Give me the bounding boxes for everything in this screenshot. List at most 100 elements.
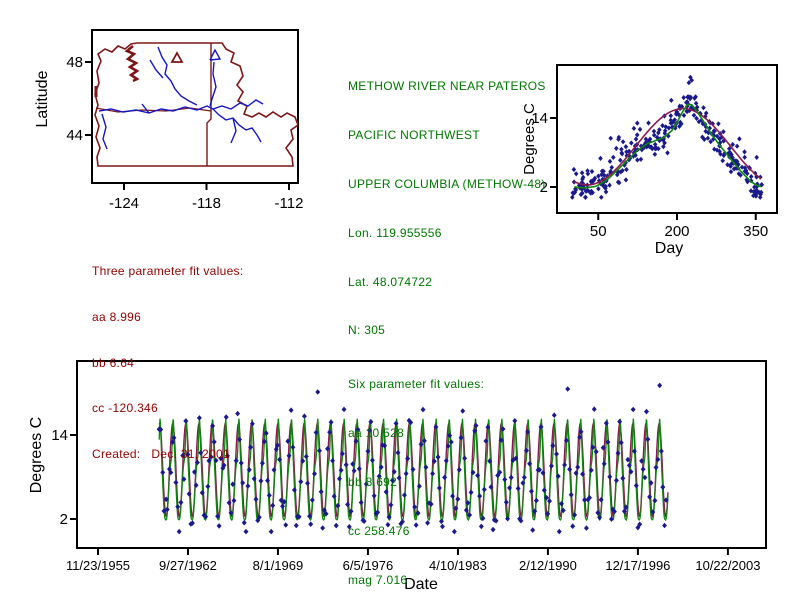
data-point — [584, 525, 589, 531]
data-point — [327, 429, 333, 435]
data-point — [271, 467, 277, 473]
data-point — [585, 171, 591, 177]
three-param-aa: aa 8.996 — [92, 309, 142, 324]
data-point — [642, 474, 648, 481]
seasonal-y-tick-label: 2 — [540, 179, 548, 196]
data-point — [570, 194, 575, 200]
data-point — [572, 512, 578, 518]
data-point — [579, 179, 585, 185]
data-point — [618, 439, 624, 446]
timeseries-data-layer — [156, 382, 669, 535]
data-point — [714, 133, 720, 139]
data-point — [725, 151, 731, 157]
data-point — [730, 141, 735, 148]
data-point — [571, 166, 577, 173]
data-point — [176, 528, 182, 535]
data-point — [160, 469, 166, 476]
six-param-fit-curve-ts — [158, 418, 669, 522]
data-point — [754, 174, 759, 180]
data-point — [330, 457, 335, 464]
data-point — [640, 466, 646, 472]
data-point — [216, 523, 222, 529]
data-point — [323, 511, 329, 517]
data-point — [180, 452, 186, 459]
data-point — [339, 450, 345, 457]
data-point — [582, 497, 587, 503]
data-point — [291, 487, 297, 493]
timeseries-ylabel: Degrees C — [28, 417, 45, 493]
data-point — [456, 467, 462, 473]
data-point — [588, 178, 594, 184]
data-point — [693, 100, 699, 106]
data-point — [591, 406, 597, 412]
data-point — [603, 420, 609, 426]
data-point — [598, 155, 603, 161]
data-point — [286, 453, 292, 459]
data-point — [448, 439, 454, 445]
data-point — [468, 489, 474, 496]
map-x-tick-label: -124 — [109, 195, 139, 212]
data-point — [503, 499, 509, 505]
data-point — [568, 492, 574, 498]
data-point — [320, 525, 326, 531]
data-point — [720, 158, 725, 164]
data-point — [196, 415, 202, 421]
data-point — [650, 509, 656, 515]
data-point — [463, 507, 469, 513]
data-point — [742, 154, 747, 160]
data-point — [472, 428, 478, 434]
data-point — [530, 527, 536, 533]
data-point — [288, 407, 294, 413]
data-point — [351, 468, 357, 474]
data-point — [412, 504, 418, 510]
data-point — [643, 136, 649, 142]
data-point — [703, 128, 708, 134]
data-point — [631, 125, 637, 131]
data-point — [717, 148, 722, 154]
data-point — [365, 448, 371, 454]
data-point — [431, 458, 437, 464]
data-point — [223, 414, 229, 420]
data-point — [512, 418, 518, 424]
data-point — [554, 451, 559, 457]
created-date: Created: Dec. 31, 2001 — [92, 447, 230, 462]
data-point — [502, 476, 508, 483]
data-point — [224, 453, 230, 459]
data-point — [228, 510, 234, 516]
data-point — [663, 497, 669, 503]
seasonal-x-tick-label: 350 — [743, 223, 768, 240]
data-point — [700, 134, 705, 140]
data-point — [388, 502, 394, 508]
data-point — [318, 488, 324, 495]
data-point — [733, 158, 739, 164]
data-point — [657, 382, 663, 389]
data-point — [603, 189, 609, 195]
data-point — [205, 483, 211, 490]
data-point — [313, 429, 319, 436]
data-point — [623, 177, 629, 183]
data-point — [163, 496, 169, 503]
data-point — [614, 477, 619, 484]
data-point — [256, 514, 262, 521]
data-point — [588, 467, 594, 473]
data-point — [303, 453, 309, 460]
data-point — [718, 151, 723, 157]
six-param-cc: cc 258.476 — [348, 524, 410, 539]
data-point — [708, 139, 713, 145]
data-point — [451, 528, 457, 535]
data-point — [520, 480, 526, 486]
data-point — [739, 164, 745, 170]
data-point — [425, 520, 430, 526]
data-point — [395, 449, 401, 456]
data-point — [665, 150, 670, 156]
seasonal-x-tick-label: 200 — [664, 223, 689, 240]
map-y-tick-label: 48 — [66, 54, 83, 71]
data-point — [280, 503, 285, 510]
data-point — [221, 462, 227, 469]
data-point — [716, 121, 721, 127]
data-point — [712, 146, 717, 152]
data-point — [666, 125, 672, 131]
data-point — [428, 501, 434, 507]
data-point — [609, 516, 614, 522]
